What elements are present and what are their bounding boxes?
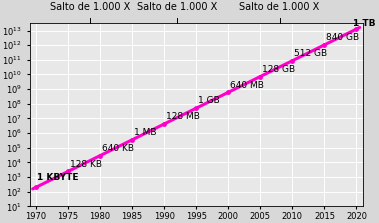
Text: 128 GB: 128 GB <box>262 65 295 74</box>
Text: Salto de 1.000 X: Salto de 1.000 X <box>50 2 130 12</box>
Text: 512 GB: 512 GB <box>294 49 327 58</box>
Text: 1 KBYTE: 1 KBYTE <box>37 173 79 182</box>
Text: 640 MB: 640 MB <box>230 81 264 89</box>
Text: 128 KB: 128 KB <box>70 160 102 169</box>
Text: 840 GB: 840 GB <box>326 33 359 42</box>
Text: 1 MB: 1 MB <box>134 128 157 137</box>
Text: 1 GB: 1 GB <box>198 96 220 105</box>
Text: Salto de 1.000 X: Salto de 1.000 X <box>240 2 319 12</box>
Text: 1 TB: 1 TB <box>353 19 376 28</box>
Text: 128 MB: 128 MB <box>166 112 200 121</box>
Text: Salto de 1.000 X: Salto de 1.000 X <box>137 2 217 12</box>
Text: 640 KB: 640 KB <box>102 144 134 153</box>
